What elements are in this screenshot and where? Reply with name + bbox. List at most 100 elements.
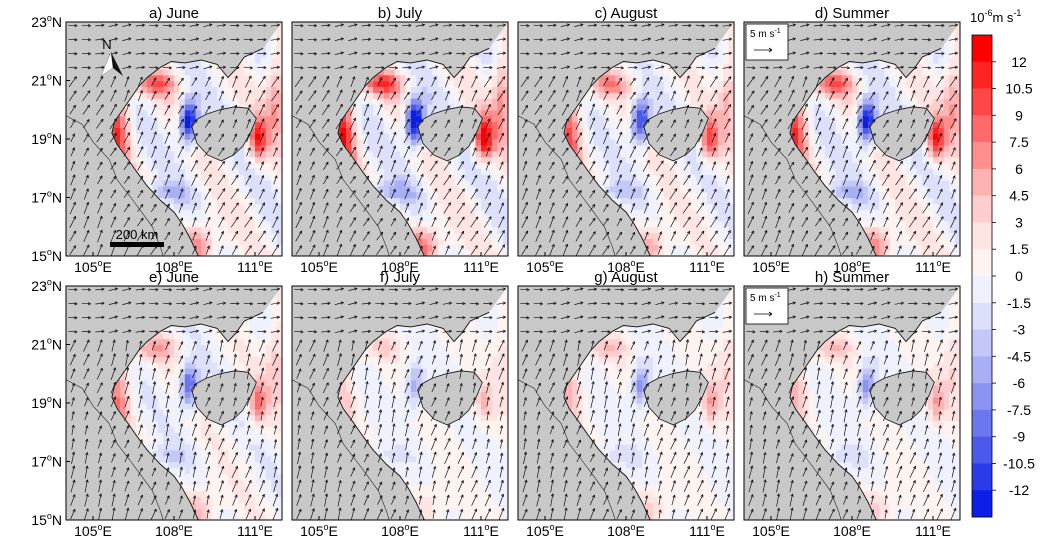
wind-arrow-head [73,90,77,94]
wind-arrow-head [87,66,91,70]
wind-arrow-head [462,37,466,42]
heatmap-cell [276,33,283,41]
heatmap-cell [174,180,180,187]
heatmap-cell [222,162,229,169]
wind-arrow [417,91,424,100]
wind-arrow [81,67,91,69]
wind-arrow-head [393,145,397,149]
wind-arrow-head [298,104,302,109]
heatmap-cell [502,144,508,152]
heatmap-cell [222,238,229,245]
wind-arrow-head [87,90,91,94]
wind-arrow [135,66,145,69]
wind-arrow [83,244,90,256]
wind-arrow [205,91,211,101]
heatmap-cell [195,86,202,93]
wind-arrow [109,118,117,130]
wind-arrow [404,231,410,241]
wind-arrow-head [367,23,371,27]
heatmap-cell [427,226,433,234]
wind-arrow [445,245,450,255]
wind-arrow-head [393,104,397,109]
wind-arrow-head [325,133,330,137]
heatmap-cell [125,133,132,140]
heatmap-cell [378,185,385,193]
heatmap-cell [260,191,267,199]
heatmap-cell [179,121,186,128]
wind-arrow [231,174,239,185]
heatmap-cell [481,185,487,193]
heatmap-cell [271,92,278,99]
wind-arrow-head [247,161,251,165]
heatmap-cell [362,98,369,105]
heatmap-cell [373,115,379,123]
heatmap-cell [421,63,428,70]
heatmap-cell [228,80,234,87]
wind-arrow [270,52,280,55]
wind-arrow [203,38,213,42]
heatmap-cell [443,103,450,111]
wind-arrow-head [473,133,477,137]
wind-arrow [456,216,465,228]
wind-arrow-head [354,65,358,69]
wind-arrow-head [460,147,464,151]
wind-arrow-head [195,37,199,41]
wind-arrow-head [420,159,424,164]
heatmap-cell [260,168,267,175]
wind-arrow-head [340,37,344,41]
wind-arrow [336,216,343,228]
wind-arrow-head [247,118,251,123]
heatmap-cell [454,98,460,105]
heatmap-cell [378,133,385,140]
heatmap-cell [255,74,261,82]
heatmap-cell [389,127,396,134]
heatmap-cell [152,127,159,134]
heatmap-cell [400,191,406,199]
wind-arrow [83,215,89,229]
wind-arrow-head [473,118,477,123]
wind-arrow-head [221,147,225,151]
wind-arrow-head [392,217,396,222]
wind-arrow [191,91,198,100]
heatmap-cell [265,174,272,181]
heatmap-cell [470,185,477,193]
heatmap-cell [276,121,283,128]
wind-arrow [258,89,266,102]
heatmap-cell [481,238,487,245]
heatmap-cell [260,209,267,216]
wind-arrow [97,161,103,170]
wind-arrow-head [194,173,198,178]
heatmap-cell [437,174,444,181]
heatmap-cell [577,127,584,134]
wind-arrow [137,217,144,227]
heatmap-cell [421,150,428,158]
heatmap-cell [244,156,251,164]
heatmap-cell [271,226,278,234]
north-arrow-icon [111,52,123,76]
heatmap-cell [481,139,487,146]
heatmap-cell [459,226,466,234]
heatmap-cell [383,80,390,87]
heatmap-cell [481,197,487,204]
heatmap-cell [416,180,423,187]
wind-arrow-head [140,189,144,194]
heatmap-cell [383,144,390,152]
heatmap-cell [168,80,175,87]
wind-arrow [483,76,492,88]
wind-arrow-head [72,174,76,178]
wind-arrow [429,24,439,28]
heatmap-cell [249,150,256,158]
heatmap-cell [201,150,207,158]
heatmap-cell [410,180,417,187]
wind-arrow [469,38,479,41]
heatmap-cell [432,232,439,240]
wind-arrow [496,38,506,41]
wind-arrow-head [433,133,438,137]
heatmap-cell [497,156,504,164]
wind-arrow [137,103,143,116]
wind-arrow-head [101,23,105,27]
heatmap-cell [502,197,508,204]
heatmap-cell [588,92,595,99]
wind-arrow-head [207,133,212,137]
wind-arrow-head [352,189,356,194]
